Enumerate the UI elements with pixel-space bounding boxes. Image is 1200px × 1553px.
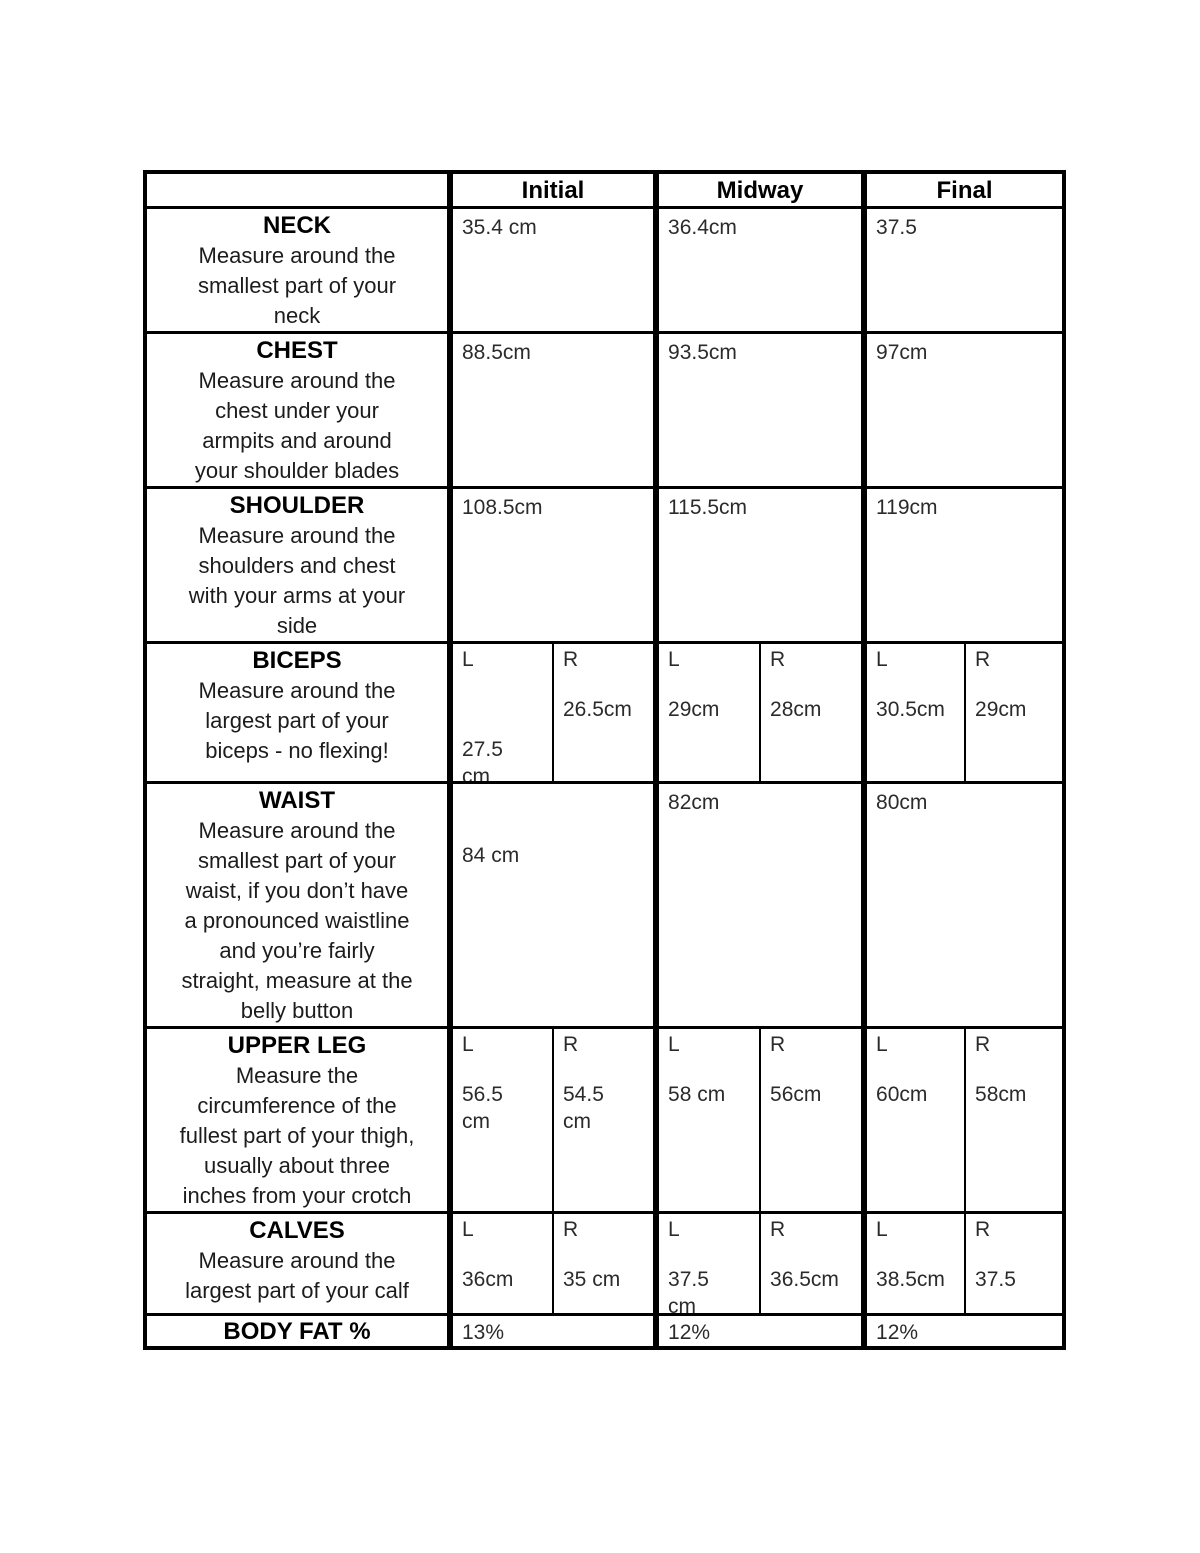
- row-title: BODY FAT %: [223, 1318, 371, 1345]
- lr-label-left: L: [876, 1033, 888, 1056]
- row-title: BICEPS: [252, 647, 342, 674]
- waist-initial-value: 84 cm: [448, 781, 660, 1029]
- row-label-waist: WAIST Measure around the smallest part o…: [144, 781, 453, 1029]
- row-description: Measure the circumference of the fullest…: [179, 1063, 415, 1208]
- shoulder-final-value: 119cm: [863, 486, 1066, 644]
- body-fat-initial-value: 13%: [448, 1313, 660, 1350]
- header-row: Initial Midway Final: [144, 170, 1066, 209]
- waist-midway-value: 82cm: [655, 781, 868, 1029]
- row-label-biceps: BICEPS Measure around the largest part o…: [144, 641, 453, 784]
- chest-midway-value: 93.5cm: [655, 331, 868, 489]
- neck-initial-value: 35.4 cm: [448, 206, 660, 334]
- upper-leg-final-left-value: L 60cm: [863, 1026, 967, 1214]
- table-row-neck: NECK Measure around the smallest part of…: [144, 206, 1066, 334]
- row-title: WAIST: [259, 787, 335, 814]
- waist-final-value: 80cm: [863, 781, 1066, 1029]
- lr-label-left: L: [462, 1033, 474, 1056]
- body-fat-midway-value: 12%: [655, 1313, 868, 1350]
- lr-label-right: R: [770, 1218, 786, 1241]
- neck-final-value: 37.5: [863, 206, 1066, 334]
- biceps-final-left-value: L 30.5cm: [863, 641, 967, 784]
- column-header-initial: Initial: [448, 170, 660, 209]
- row-description: Measure around the smallest part of your…: [181, 818, 413, 1023]
- row-description: Measure around the largest part of your …: [185, 1248, 409, 1303]
- row-description: Measure around the chest under your armp…: [194, 368, 400, 483]
- lr-label-left: L: [876, 648, 888, 671]
- upper-leg-midway-right-value: R 56cm: [759, 1026, 868, 1214]
- chest-initial-value: 88.5cm: [448, 331, 660, 489]
- row-label-neck: NECK Measure around the smallest part of…: [144, 206, 453, 334]
- row-title: SHOULDER: [229, 492, 365, 519]
- shoulder-midway-value: 115.5cm: [655, 486, 868, 644]
- corner-cell: [144, 170, 453, 209]
- chest-final-value: 97cm: [863, 331, 1066, 489]
- row-label-shoulder: SHOULDER Measure around the shoulders an…: [144, 486, 453, 644]
- calves-initial-left-value: L 36cm: [449, 1211, 554, 1316]
- lr-label-left: L: [876, 1218, 888, 1241]
- lr-label-right: R: [770, 1033, 786, 1056]
- lr-label-right: R: [563, 1218, 579, 1241]
- row-label-calves: CALVES Measure around the largest part o…: [144, 1211, 453, 1316]
- calves-initial-right-value: R 35 cm: [551, 1211, 660, 1316]
- table-row-waist: WAIST Measure around the smallest part o…: [144, 781, 1066, 1029]
- table-row-chest: CHEST Measure around the chest under you…: [144, 331, 1066, 489]
- row-label-upper-leg: UPPER LEG Measure the circumference of t…: [144, 1026, 453, 1214]
- lr-label-right: R: [975, 1033, 991, 1056]
- row-title: CHEST: [256, 337, 338, 364]
- table-row-calves: CALVES Measure around the largest part o…: [144, 1211, 1066, 1316]
- table-row-biceps: BICEPS Measure around the largest part o…: [144, 641, 1066, 784]
- shoulder-initial-value: 108.5cm: [448, 486, 660, 644]
- row-description: Measure around the shoulders and chest w…: [188, 523, 406, 638]
- calves-final-left-value: L 38.5cm: [863, 1211, 967, 1316]
- biceps-final-right-value: R 29cm: [964, 641, 1066, 784]
- lr-label-right: R: [975, 648, 991, 671]
- row-label-body-fat: BODY FAT %: [144, 1313, 453, 1350]
- row-label-chest: CHEST Measure around the chest under you…: [144, 331, 453, 489]
- body-fat-final-value: 12%: [863, 1313, 1066, 1350]
- lr-label-left: L: [668, 648, 680, 671]
- upper-leg-final-right-value: R 58cm: [964, 1026, 1066, 1214]
- upper-leg-initial-right-value: R 54.5 cm: [551, 1026, 660, 1214]
- calves-midway-left-value: L 37.5 cm: [655, 1211, 762, 1316]
- upper-leg-midway-left-value: L 58 cm: [655, 1026, 762, 1214]
- column-header-final: Final: [863, 170, 1066, 209]
- lr-label-right: R: [563, 1033, 579, 1056]
- neck-midway-value: 36.4cm: [655, 206, 868, 334]
- row-description: Measure around the smallest part of your…: [197, 243, 397, 328]
- column-header-midway: Midway: [655, 170, 868, 209]
- table-row-shoulder: SHOULDER Measure around the shoulders an…: [144, 486, 1066, 644]
- measurements-table: Initial Midway Final NECK Measure around…: [143, 170, 1067, 1350]
- lr-label-right: R: [975, 1218, 991, 1241]
- table-row-body-fat: BODY FAT % 13% 12% 12%: [144, 1313, 1066, 1350]
- biceps-midway-left-value: L 29cm: [655, 641, 762, 784]
- biceps-initial-left-value: L 27.5 cm: [449, 641, 554, 784]
- row-title: NECK: [262, 212, 331, 239]
- lr-label-left: L: [462, 648, 474, 671]
- row-title: UPPER LEG: [227, 1032, 367, 1059]
- table-row-upper-leg: UPPER LEG Measure the circumference of t…: [144, 1026, 1066, 1214]
- lr-label-right: R: [770, 648, 786, 671]
- upper-leg-initial-left-value: L 56.5 cm: [449, 1026, 554, 1214]
- lr-label-left: L: [668, 1033, 680, 1056]
- calves-midway-right-value: R 36.5cm: [759, 1211, 868, 1316]
- row-description: Measure around the largest part of your …: [198, 678, 396, 763]
- row-title: CALVES: [249, 1217, 345, 1244]
- lr-label-left: L: [462, 1218, 474, 1241]
- calves-final-right-value: R 37.5: [964, 1211, 1066, 1316]
- lr-label-right: R: [563, 648, 579, 671]
- biceps-initial-right-value: R 26.5cm: [551, 641, 660, 784]
- biceps-midway-right-value: R 28cm: [759, 641, 868, 784]
- lr-label-left: L: [668, 1218, 680, 1241]
